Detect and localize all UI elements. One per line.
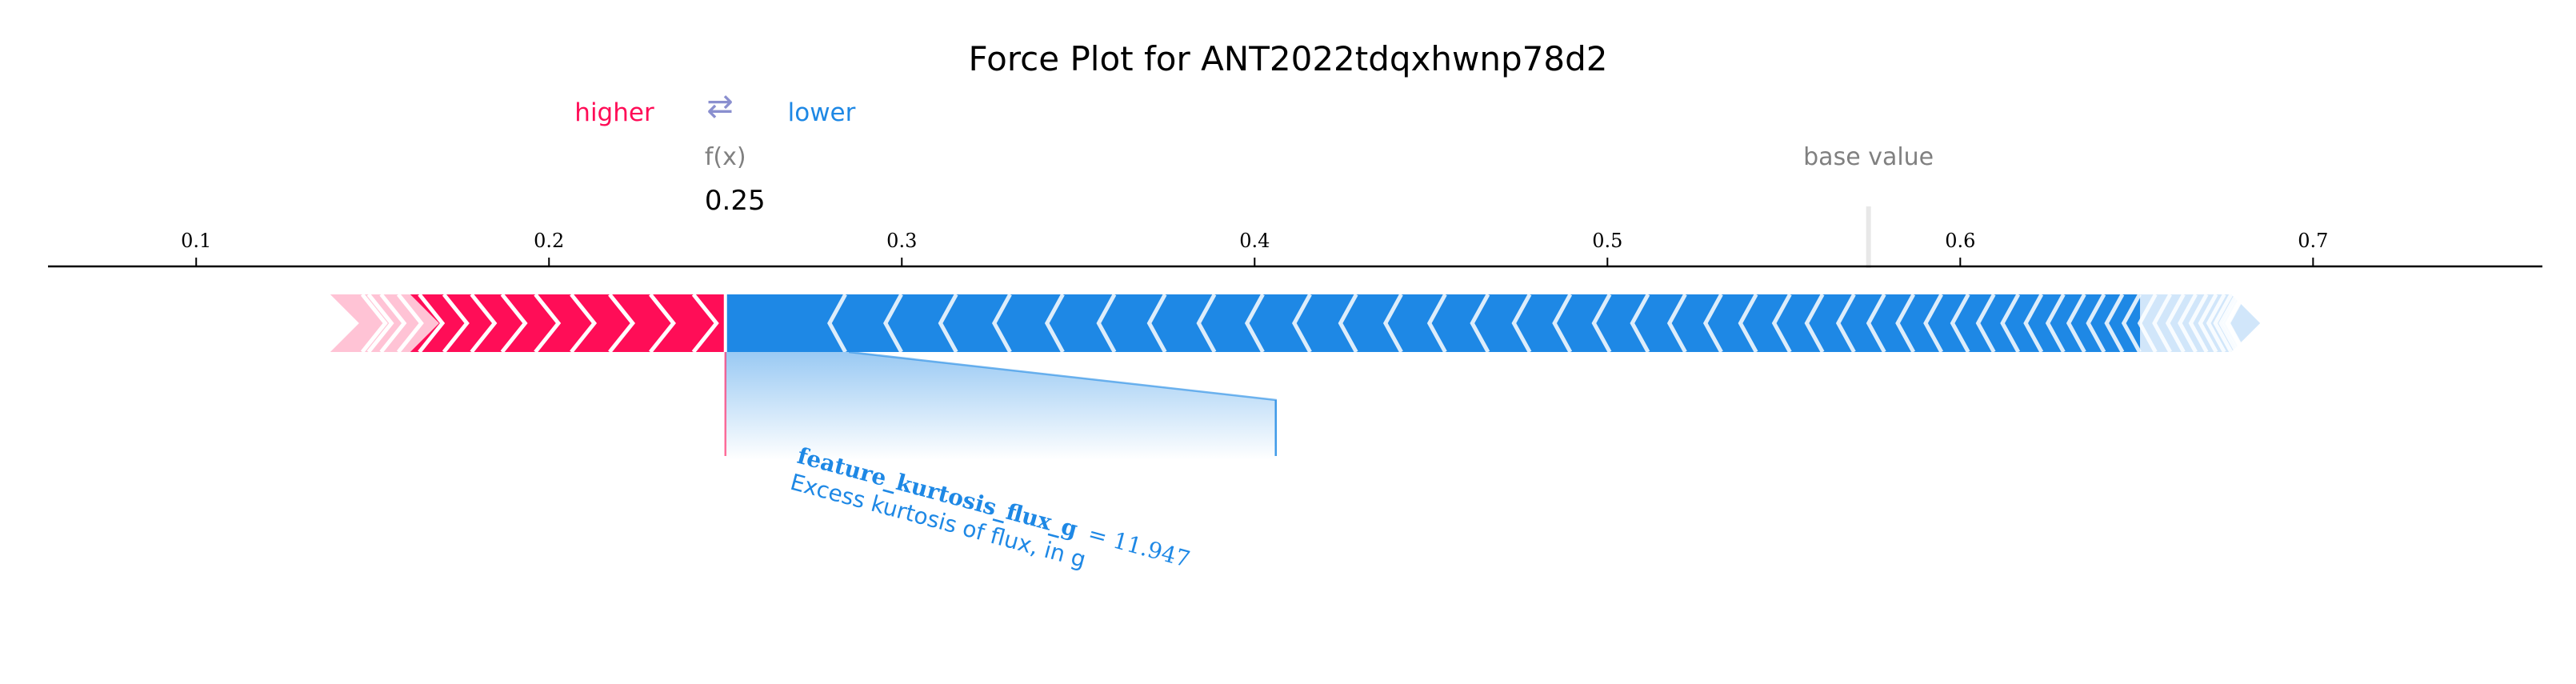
negative-chevron: [1096, 293, 1117, 354]
negative-chevron: [1426, 293, 1447, 354]
negative-chevron: [827, 293, 847, 354]
negative-chevron: [2178, 293, 2198, 354]
negative-chevron: [1470, 293, 1490, 354]
negative-chevron: [1511, 293, 1532, 354]
negative-chevron: [1146, 293, 1167, 354]
negative-chevron: [1244, 293, 1265, 354]
legend: higher ⇄ lower: [574, 88, 855, 127]
negative-chevron: [1552, 293, 1573, 354]
positive-chevron: [418, 293, 446, 354]
negative-chevron: [1975, 293, 1996, 354]
negative-chevron: [1895, 293, 1916, 354]
positive-chevron: [608, 293, 636, 354]
x-tick-label: 0.2: [534, 230, 564, 252]
negative-chevron: [1044, 293, 1065, 354]
positive-chevron: [649, 293, 676, 354]
negative-chevron: [1292, 293, 1312, 354]
negative-chevron: [2188, 293, 2209, 354]
positive-chevron: [691, 293, 719, 354]
negative-chevron: [2206, 293, 2226, 354]
negative-chevron: [2086, 293, 2106, 354]
negative-chevron: [1804, 293, 1825, 354]
negative-chevron: [2152, 293, 2172, 354]
negative-chevron: [2165, 293, 2186, 354]
positive-chevron: [360, 293, 388, 354]
negative-chevron: [1630, 293, 1650, 354]
negative-bar: [725, 294, 2141, 352]
negative-chevron: [2023, 293, 2044, 354]
chart-title: Force Plot for ANT2022tdqxhwnp78d2: [968, 39, 1607, 78]
negative-chevron: [883, 293, 903, 354]
x-tick-label: 0.6: [1945, 230, 1975, 252]
positive-chevron: [379, 293, 407, 354]
negative-chevron: [1702, 293, 1723, 354]
negative-chevron: [938, 293, 958, 354]
positive-chevron: [534, 293, 562, 354]
x-axis-ticks: 0.1 0.2 0.3 0.4 0.5 0.6 0.7: [181, 230, 2328, 266]
negative-chevron: [1196, 293, 1217, 354]
negative-chevron: [1923, 293, 1944, 354]
feature-callout-fade: [725, 352, 1276, 460]
negative-chevron: [2066, 293, 2086, 354]
legend-lower: lower: [788, 98, 856, 127]
negative-chevron: [1835, 293, 1856, 354]
negative-chevron: [1866, 293, 1886, 354]
positive-chevron: [570, 293, 598, 354]
negative-chevron: [1591, 293, 1612, 354]
legend-arrows-icon: ⇄: [706, 88, 734, 125]
negative-chevron: [2198, 293, 2218, 354]
negative-chevron: [2045, 293, 2066, 354]
x-tick-label: 0.1: [181, 230, 211, 252]
negative-chevron: [2213, 293, 2234, 354]
negative-chevron: [2000, 293, 2021, 354]
negative-chevron: [991, 293, 1012, 354]
positive-chevron: [442, 293, 470, 354]
base-value-label: base value: [1803, 143, 1934, 171]
positive-bar: [410, 294, 726, 352]
negative-chevron: [1338, 293, 1358, 354]
negative-chevron: [2226, 293, 2246, 354]
negative-chevron: [2222, 293, 2243, 354]
feature-callout: feature_kurtosis_flux_g = 11.947 Excess …: [724, 350, 1277, 573]
fx-value: 0.25: [705, 185, 766, 217]
negative-chevron: [2104, 293, 2125, 354]
feature-value: = 11.947: [1086, 520, 1193, 573]
x-tick-label: 0.7: [2298, 230, 2328, 252]
positive-chevron: [396, 293, 424, 354]
positive-chevron: [500, 293, 528, 354]
negative-chevron: [1738, 293, 1758, 354]
force-bars: [330, 293, 2261, 354]
negative-chevron: [1950, 293, 1970, 354]
negative-chevron: [2137, 293, 2158, 354]
negative-chevron: [1771, 293, 1792, 354]
x-tick-label: 0.3: [886, 230, 917, 252]
fx-label: f(x): [705, 143, 746, 171]
x-tick-label: 0.4: [1239, 230, 1270, 252]
legend-higher: higher: [574, 98, 654, 127]
negative-chevron: [1666, 293, 1687, 354]
positive-chevron: [366, 293, 394, 354]
positive-chevron: [470, 293, 498, 354]
negative-chevron: [2121, 293, 2142, 354]
x-tick-label: 0.5: [1592, 230, 1622, 252]
negative-chevron: [1382, 293, 1403, 354]
negative-chevron: [2218, 293, 2238, 354]
